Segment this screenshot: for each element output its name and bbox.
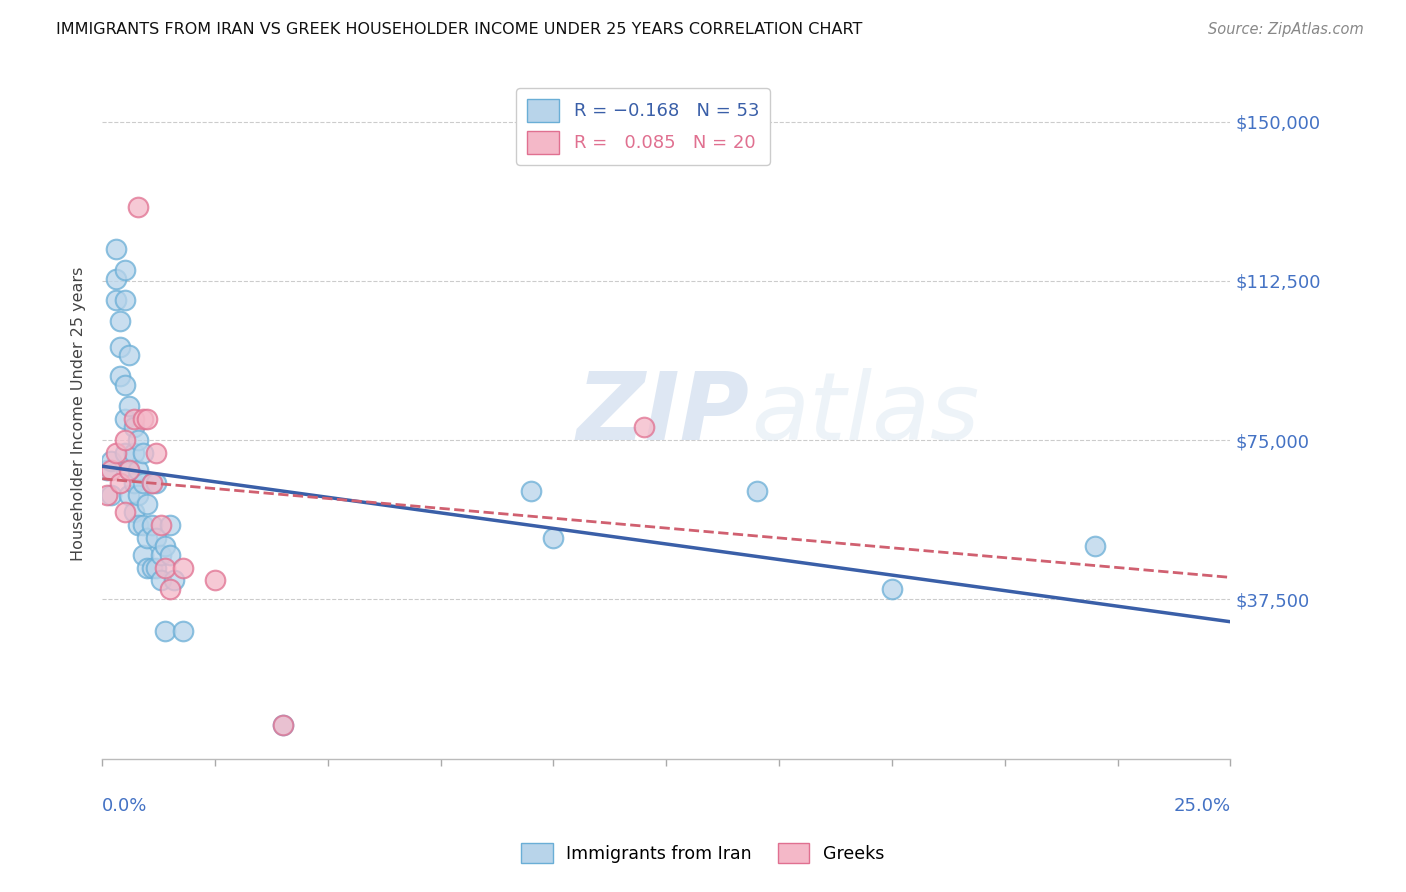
- Point: [155, 624, 177, 639]
- Point: [159, 548, 181, 562]
- Point: [122, 412, 145, 426]
- Point: [271, 718, 294, 732]
- Point: [145, 531, 167, 545]
- Point: [96, 463, 118, 477]
- Text: 0.0%: 0.0%: [103, 797, 148, 814]
- Point: [118, 348, 141, 362]
- Point: [159, 518, 181, 533]
- Point: [118, 463, 141, 477]
- Point: [104, 272, 127, 286]
- Point: [127, 488, 149, 502]
- Point: [633, 420, 655, 434]
- Point: [149, 548, 172, 562]
- Point: [155, 540, 177, 554]
- Point: [159, 582, 181, 596]
- Point: [204, 574, 226, 588]
- Text: Source: ZipAtlas.com: Source: ZipAtlas.com: [1208, 22, 1364, 37]
- Point: [132, 446, 155, 460]
- Legend: Immigrants from Iran, Greeks: Immigrants from Iran, Greeks: [515, 836, 891, 870]
- Point: [136, 531, 159, 545]
- Point: [114, 293, 136, 307]
- Text: 25.0%: 25.0%: [1173, 797, 1230, 814]
- Point: [104, 446, 127, 460]
- Point: [114, 263, 136, 277]
- Point: [271, 718, 294, 732]
- Point: [118, 488, 141, 502]
- Point: [141, 518, 163, 533]
- Point: [118, 399, 141, 413]
- Point: [104, 242, 127, 256]
- Point: [141, 475, 163, 490]
- Point: [136, 497, 159, 511]
- Point: [110, 340, 132, 354]
- Point: [127, 518, 149, 533]
- Point: [543, 531, 565, 545]
- Point: [136, 412, 159, 426]
- Point: [122, 475, 145, 490]
- Y-axis label: Householder Income Under 25 years: Householder Income Under 25 years: [72, 267, 86, 561]
- Point: [100, 463, 122, 477]
- Point: [163, 574, 186, 588]
- Point: [141, 475, 163, 490]
- Point: [100, 454, 122, 468]
- Point: [114, 378, 136, 392]
- Point: [110, 314, 132, 328]
- Point: [520, 484, 543, 499]
- Point: [114, 433, 136, 447]
- Legend: R = −0.168   N = 53, R =   0.085   N = 20: R = −0.168 N = 53, R = 0.085 N = 20: [516, 88, 770, 165]
- Point: [127, 200, 149, 214]
- Point: [114, 446, 136, 460]
- Point: [127, 433, 149, 447]
- Point: [136, 560, 159, 574]
- Point: [132, 548, 155, 562]
- Point: [149, 518, 172, 533]
- Point: [149, 574, 172, 588]
- Text: atlas: atlas: [751, 368, 979, 459]
- Point: [104, 293, 127, 307]
- Point: [880, 582, 903, 596]
- Point: [132, 475, 155, 490]
- Point: [110, 475, 132, 490]
- Point: [122, 446, 145, 460]
- Point: [172, 624, 194, 639]
- Text: IMMIGRANTS FROM IRAN VS GREEK HOUSEHOLDER INCOME UNDER 25 YEARS CORRELATION CHAR: IMMIGRANTS FROM IRAN VS GREEK HOUSEHOLDE…: [56, 22, 863, 37]
- Point: [132, 518, 155, 533]
- Point: [114, 505, 136, 519]
- Point: [172, 560, 194, 574]
- Point: [127, 463, 149, 477]
- Point: [132, 412, 155, 426]
- Point: [145, 446, 167, 460]
- Point: [96, 488, 118, 502]
- Point: [118, 463, 141, 477]
- Point: [145, 475, 167, 490]
- Point: [1084, 540, 1107, 554]
- Point: [100, 488, 122, 502]
- Point: [122, 420, 145, 434]
- Point: [122, 505, 145, 519]
- Point: [145, 560, 167, 574]
- Point: [114, 412, 136, 426]
- Point: [745, 484, 768, 499]
- Point: [155, 560, 177, 574]
- Point: [141, 560, 163, 574]
- Text: ZIP: ZIP: [576, 368, 749, 459]
- Point: [110, 369, 132, 384]
